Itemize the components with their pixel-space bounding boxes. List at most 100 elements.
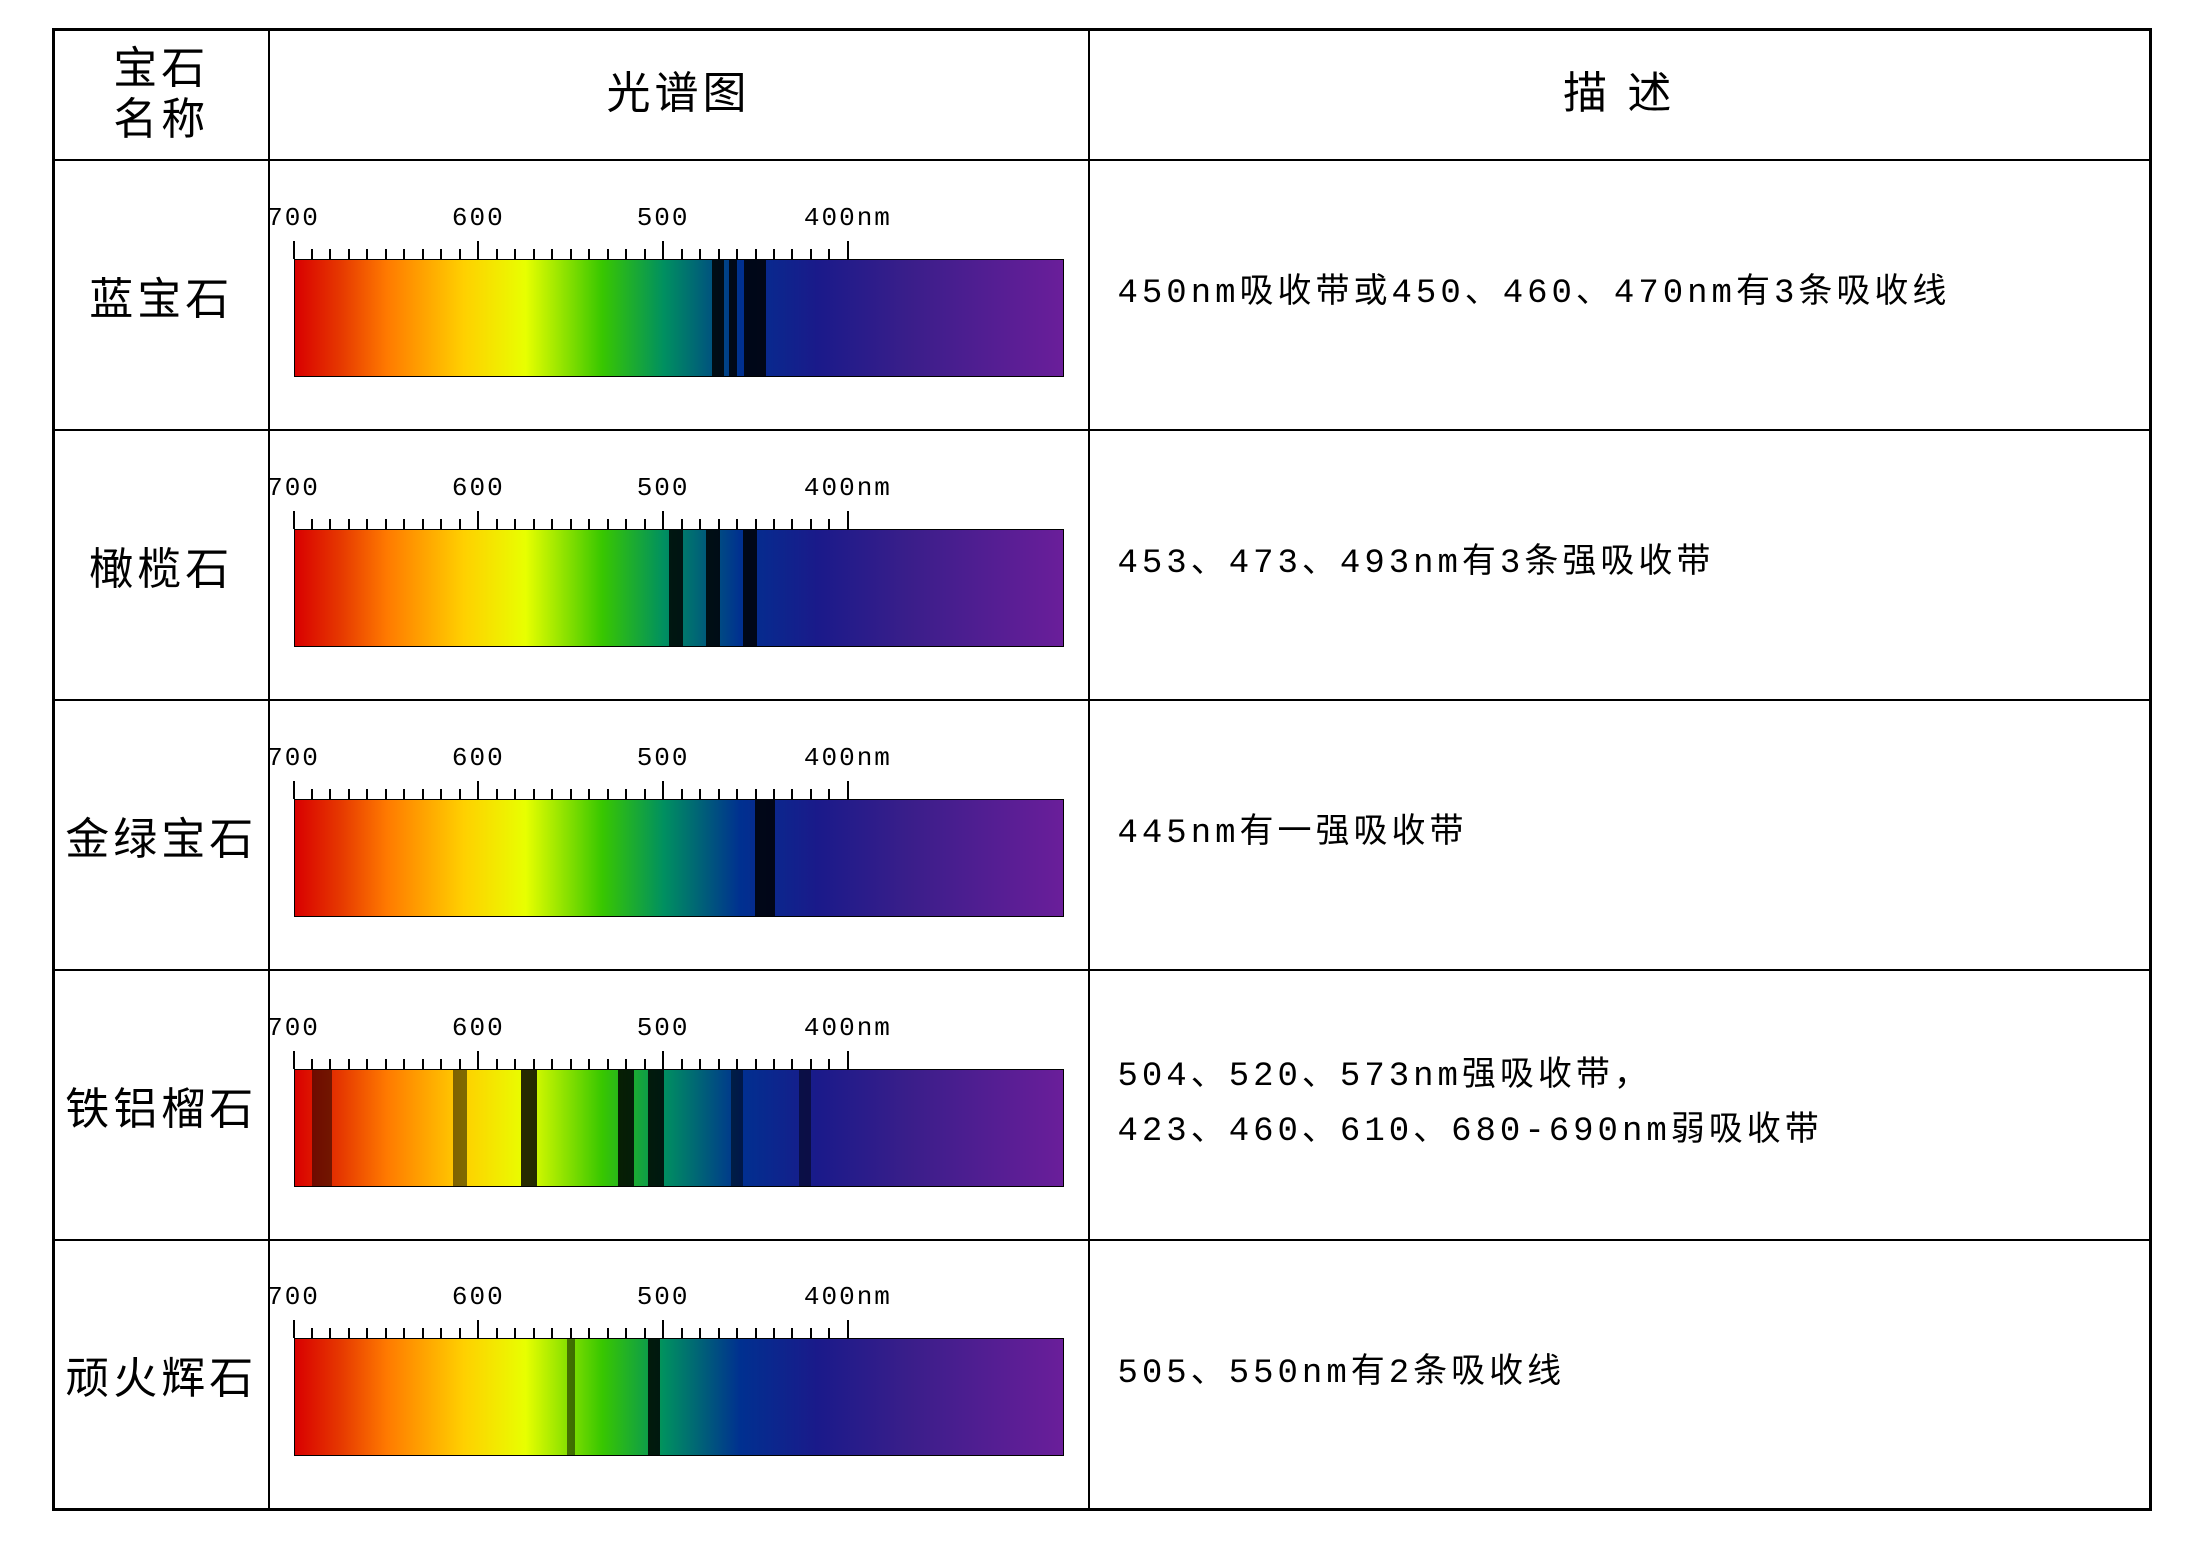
axis-tick-major — [662, 1320, 664, 1338]
axis-tick-minor — [607, 789, 609, 799]
axis-tick-minor — [385, 789, 387, 799]
axis-label: 500 — [637, 203, 690, 233]
axis-tick-minor — [385, 249, 387, 259]
axis-tick-minor — [514, 1328, 516, 1338]
axis-tick-minor — [625, 519, 627, 529]
page: 宝石名称 光谱图 描 述 蓝宝石700600500400nm450nm吸收带或4… — [0, 0, 2204, 1548]
axis-tick-minor — [755, 1328, 757, 1338]
spectrum-axis: 700600500400nm — [294, 743, 1064, 799]
axis-tick-minor — [311, 1328, 313, 1338]
axis-tick-minor — [514, 249, 516, 259]
axis-tick-minor — [625, 1328, 627, 1338]
axis-tick-minor — [791, 249, 793, 259]
axis-tick-minor — [828, 789, 830, 799]
axis-tick-minor — [403, 519, 405, 529]
gem-name: 铁铝榴石 — [54, 970, 269, 1240]
axis-tick-minor — [644, 519, 646, 529]
axis-tick-minor — [403, 249, 405, 259]
absorption-line — [669, 530, 683, 646]
axis-tick-minor — [699, 789, 701, 799]
axis-tick-minor — [348, 789, 350, 799]
axis-tick-minor — [403, 789, 405, 799]
axis-tick-minor — [588, 1059, 590, 1069]
axis-tick-major — [847, 781, 849, 799]
axis-tick-minor — [736, 789, 738, 799]
axis-tick-minor — [422, 1059, 424, 1069]
axis-tick-minor — [699, 1328, 701, 1338]
axis-tick-minor — [459, 249, 461, 259]
gem-name: 橄榄石 — [54, 430, 269, 700]
axis-tick-minor — [440, 1328, 442, 1338]
table-body: 蓝宝石700600500400nm450nm吸收带或450、460、470nm有… — [54, 160, 2151, 1510]
axis-label: 600 — [452, 1013, 505, 1043]
spectrum-axis: 700600500400nm — [294, 1282, 1064, 1338]
axis-tick-minor — [736, 249, 738, 259]
axis-tick-minor — [366, 519, 368, 529]
axis-tick-major — [477, 511, 479, 529]
axis-label: 700 — [267, 1282, 320, 1312]
gem-name: 顽火辉石 — [54, 1240, 269, 1510]
axis-tick-minor — [514, 519, 516, 529]
axis-tick-minor — [551, 1328, 553, 1338]
axis-tick-minor — [496, 1059, 498, 1069]
axis-label: 700 — [267, 203, 320, 233]
absorption-line — [729, 260, 737, 376]
gem-description: 504、520、573nm强吸收带，423、460、610、680-690nm弱… — [1089, 970, 2151, 1240]
axis-tick-minor — [644, 249, 646, 259]
axis-tick-major — [293, 1320, 295, 1338]
absorption-line — [648, 1070, 664, 1186]
axis-tick-major — [477, 1051, 479, 1069]
axis-tick-minor — [773, 519, 775, 529]
axis-tick-minor — [791, 789, 793, 799]
gem-name: 蓝宝石 — [54, 160, 269, 430]
axis-tick-minor — [366, 1328, 368, 1338]
absorption-line — [755, 800, 775, 916]
axis-tick-minor — [533, 1328, 535, 1338]
axis-tick-minor — [644, 1328, 646, 1338]
axis-tick-minor — [422, 249, 424, 259]
axis-tick-minor — [681, 1328, 683, 1338]
axis-tick-minor — [496, 789, 498, 799]
axis-tick-minor — [348, 1328, 350, 1338]
axis-tick-minor — [551, 1059, 553, 1069]
axis-tick-minor — [459, 1059, 461, 1069]
table-row: 铁铝榴石700600500400nm504、520、573nm强吸收带，423、… — [54, 970, 2151, 1240]
axis-label: 500 — [637, 1013, 690, 1043]
axis-label: 700 — [267, 1013, 320, 1043]
axis-label: 600 — [452, 1282, 505, 1312]
table-row: 蓝宝石700600500400nm450nm吸收带或450、460、470nm有… — [54, 160, 2151, 430]
absorption-line — [744, 260, 766, 376]
axis-tick-minor — [607, 249, 609, 259]
axis-tick-minor — [570, 1059, 572, 1069]
axis-tick-minor — [533, 1059, 535, 1069]
axis-tick-minor — [496, 519, 498, 529]
axis-tick-minor — [681, 249, 683, 259]
axis-label: 400nm — [804, 743, 892, 773]
axis-tick-major — [293, 511, 295, 529]
absorption-line — [312, 1070, 332, 1186]
axis-tick-minor — [385, 519, 387, 529]
axis-tick-minor — [718, 1328, 720, 1338]
axis-tick-minor — [311, 519, 313, 529]
axis-tick-minor — [607, 1328, 609, 1338]
axis-tick-major — [477, 241, 479, 259]
spectrum-bar — [294, 259, 1064, 377]
axis-label: 700 — [267, 743, 320, 773]
axis-tick-minor — [329, 1059, 331, 1069]
axis-tick-minor — [385, 1328, 387, 1338]
axis-tick-minor — [533, 789, 535, 799]
axis-tick-major — [847, 241, 849, 259]
table-row: 金绿宝石700600500400nm445nm有一强吸收带 — [54, 700, 2151, 970]
axis-tick-minor — [699, 519, 701, 529]
spectrum-axis: 700600500400nm — [294, 203, 1064, 259]
spectrum-bar — [294, 799, 1064, 917]
spectrum-bar — [294, 529, 1064, 647]
axis-tick-minor — [644, 1059, 646, 1069]
absorption-line — [453, 1070, 467, 1186]
absorption-line — [521, 1070, 537, 1186]
axis-tick-minor — [699, 1059, 701, 1069]
axis-tick-minor — [329, 789, 331, 799]
axis-label: 400nm — [804, 1282, 892, 1312]
absorption-line — [743, 530, 757, 646]
axis-tick-minor — [773, 249, 775, 259]
